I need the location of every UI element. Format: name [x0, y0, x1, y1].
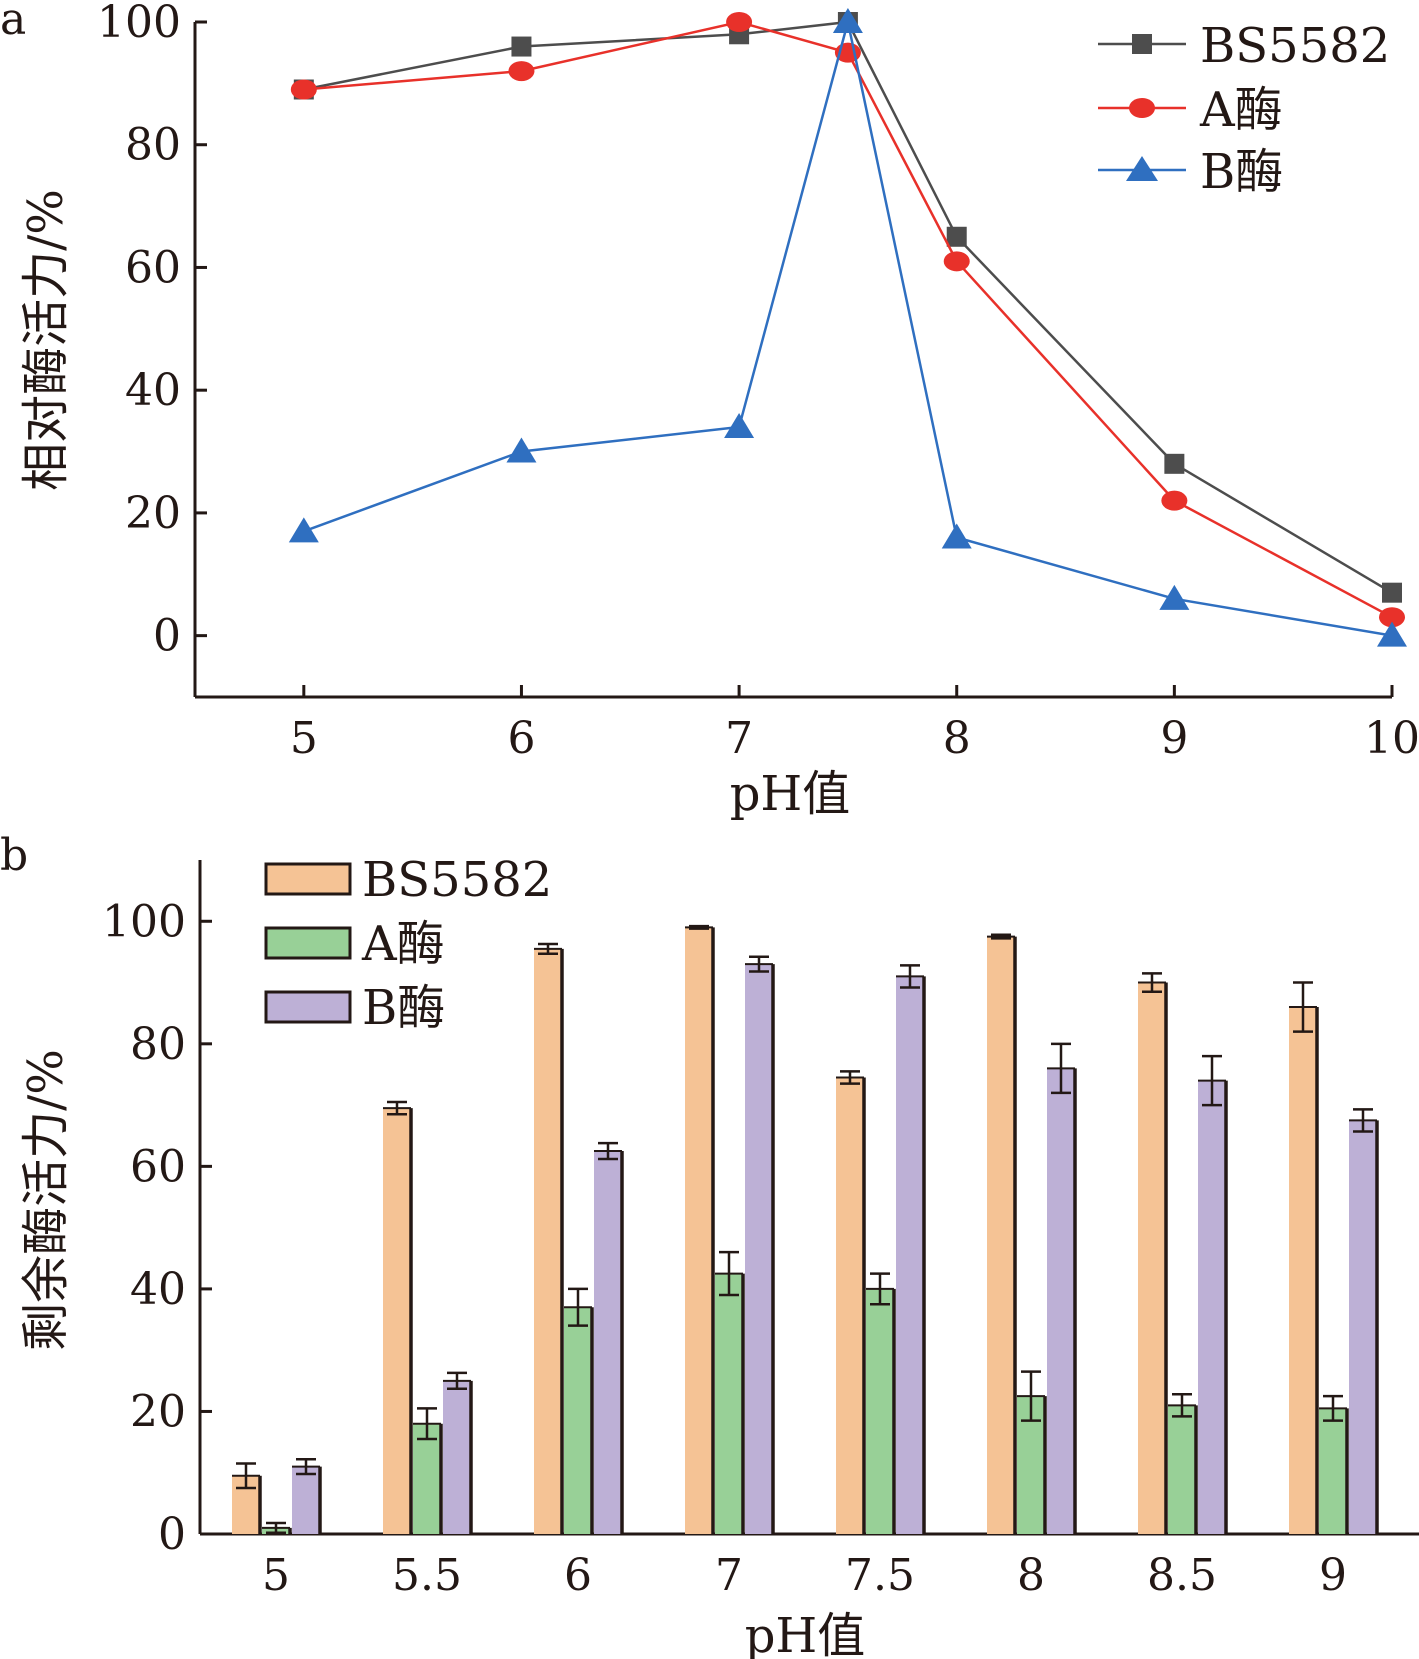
panel-b-x-axis-title: pH值	[745, 1608, 866, 1659]
panel-b-y-tick-label: 20	[130, 1386, 186, 1437]
bar	[1138, 982, 1166, 1534]
bar	[1289, 1007, 1317, 1534]
legend-bs5582-swatch	[264, 862, 352, 896]
bar	[1319, 1408, 1347, 1534]
panel-b-y-tick-label: 80	[130, 1019, 186, 1070]
panel-a-y-tick-label: 0	[153, 611, 181, 662]
data-point-circle	[726, 12, 753, 32]
panel-b-bar-chart: b 0 20 40 60 80 100 5 5.5 6 7 7.5 8 8.5 9 pH值 剩余酶活力/…	[0, 830, 1419, 1659]
bar	[594, 1151, 622, 1534]
panel-b-legend: BS5582 A酶 B酶	[264, 852, 552, 1036]
panel-b-x-tick-label: 9	[1319, 1550, 1347, 1601]
panel-a-x-tick-label: 9	[1160, 713, 1188, 764]
bar	[564, 1307, 592, 1534]
panel-b-x-tick-label: 8.5	[1147, 1550, 1217, 1601]
legend-a-enzyme-label: A酶	[1199, 82, 1283, 138]
legend-bs5582-label: BS5582	[1200, 18, 1390, 74]
panel-a-x-tick-label: 8	[943, 713, 971, 764]
legend-b-enzyme-swatch	[264, 990, 352, 1024]
data-point-square	[1164, 453, 1185, 474]
panel-b-y-tick-label: 60	[130, 1141, 186, 1192]
panel-b-x-tick-label: 8	[1017, 1550, 1045, 1601]
panel-a-y-tick-label: 60	[125, 242, 181, 293]
data-point-circle	[508, 61, 535, 82]
bar	[685, 927, 713, 1534]
legend-b-enzyme-label: B酶	[362, 980, 445, 1036]
bar	[1198, 1080, 1226, 1534]
panel-a-x-tick-label: 10	[1364, 713, 1419, 764]
panel-a-y-tick-label: 100	[97, 0, 181, 48]
panel-b-y-tick-label: 40	[130, 1264, 186, 1315]
data-point-triangle	[288, 517, 319, 543]
bar	[534, 948, 562, 1534]
panel-a-x-axis-title: pH值	[730, 766, 851, 822]
panel-a-label: a	[0, 0, 26, 45]
panel-b-label: b	[0, 830, 28, 881]
bar	[745, 964, 773, 1534]
bar	[1047, 1068, 1075, 1534]
bar	[987, 936, 1015, 1534]
data-point-square	[946, 226, 967, 247]
bar	[1168, 1405, 1196, 1534]
panel-a-y-tick-label: 40	[125, 365, 181, 416]
panel-b-y-axis-title: 剩余酶活力/%	[18, 1049, 74, 1351]
legend-bs5582-marker	[1132, 34, 1152, 54]
panel-a-y-tick-label: 20	[125, 488, 181, 539]
data-point-triangle	[832, 8, 863, 33]
panel-b-x-tick-label: 5	[262, 1550, 290, 1601]
panel-a-x-tick-label: 5	[290, 713, 318, 764]
panel-b-y-ticks: 0 20 40 60 80 100	[102, 896, 212, 1560]
bar	[1349, 1120, 1377, 1534]
legend-b-enzyme-marker	[1126, 156, 1158, 181]
data-point-circle	[943, 251, 970, 272]
panel-a-y-tick-label: 80	[125, 120, 181, 171]
bar	[896, 976, 924, 1534]
bar	[715, 1273, 743, 1534]
data-point-square	[511, 36, 532, 57]
panel-a-series	[288, 8, 1407, 647]
panel-b-x-tick-label: 7.5	[845, 1550, 915, 1601]
legend-a-enzyme-marker	[1129, 98, 1155, 118]
panel-b-x-tick-label: 5.5	[392, 1550, 462, 1601]
panel-b-x-ticks: 5 5.5 6 7 7.5 8 8.5 9	[262, 1550, 1347, 1601]
legend-a-enzyme-swatch	[264, 926, 352, 960]
panel-a-x-tick-label: 7	[725, 713, 753, 764]
bar	[443, 1380, 471, 1534]
panel-a-line-chart: a 0 20 40 60 80 100 5 6 7 8 9 10 pH值 相对酶活力/% BS558…	[0, 0, 1419, 822]
legend-a-enzyme-label: A酶	[361, 916, 445, 972]
bar	[383, 1108, 411, 1534]
bar	[292, 1466, 320, 1534]
data-point-square	[1382, 582, 1402, 603]
panel-a-x-ticks: 5 6 7 8 9 10	[290, 685, 1419, 764]
panel-b-x-tick-label: 7	[715, 1550, 743, 1601]
data-point-circle	[1161, 490, 1188, 511]
data-point-triangle	[1159, 584, 1190, 610]
panel-b-x-tick-label: 6	[564, 1550, 592, 1601]
data-point-triangle	[724, 413, 755, 438]
panel-b-y-tick-label: 0	[158, 1509, 186, 1560]
bar	[836, 1077, 864, 1534]
data-point-circle	[290, 79, 317, 100]
panel-b-bars	[232, 924, 1379, 1535]
panel-a-legend: BS5582 A酶 B酶	[1098, 18, 1390, 200]
data-point-triangle	[941, 523, 972, 549]
panel-a-x-tick-label: 6	[507, 713, 535, 764]
bar	[866, 1288, 894, 1534]
data-point-triangle	[1377, 621, 1407, 647]
data-point-circle	[1379, 607, 1405, 628]
panel-a-y-ticks: 0 20 40 60 80 100	[97, 0, 207, 662]
panel-b-y-tick-label: 100	[102, 896, 186, 947]
bar	[413, 1423, 441, 1534]
data-point-triangle	[506, 437, 537, 463]
legend-b-enzyme-label: B酶	[1200, 144, 1283, 200]
legend-bs5582-label: BS5582	[362, 852, 552, 908]
panel-a-y-axis-title: 相对酶活力/%	[18, 189, 74, 491]
